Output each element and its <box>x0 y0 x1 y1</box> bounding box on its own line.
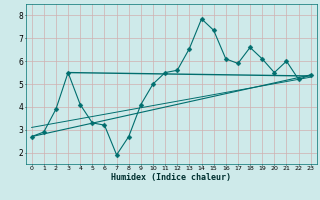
X-axis label: Humidex (Indice chaleur): Humidex (Indice chaleur) <box>111 173 231 182</box>
